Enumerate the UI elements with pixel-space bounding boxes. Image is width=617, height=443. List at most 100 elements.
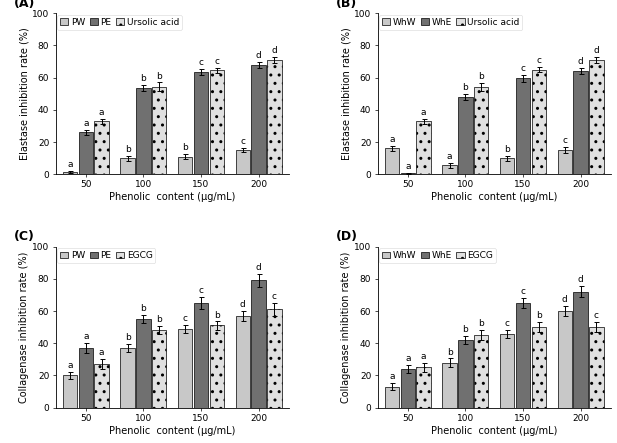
Text: c: c	[272, 292, 277, 301]
Bar	[416, 121, 431, 174]
Bar	[94, 121, 109, 174]
Bar	[400, 173, 415, 174]
X-axis label: Phenolic  content (μg/mL): Phenolic content (μg/mL)	[109, 192, 235, 202]
Bar	[236, 150, 250, 174]
Bar	[251, 280, 266, 408]
Text: a: a	[405, 354, 410, 363]
Bar	[194, 72, 208, 174]
Y-axis label: Elastase inhibition rate (%): Elastase inhibition rate (%)	[341, 27, 351, 160]
Bar	[136, 319, 151, 408]
Text: c: c	[505, 319, 510, 327]
Bar	[385, 387, 399, 408]
Bar	[532, 70, 546, 174]
Bar	[267, 309, 281, 408]
Text: b: b	[463, 83, 468, 92]
Text: b: b	[214, 311, 220, 319]
Bar	[442, 165, 457, 174]
Bar	[63, 375, 77, 408]
Text: d: d	[240, 300, 246, 309]
Text: a: a	[83, 119, 88, 128]
X-axis label: Phenolic  content (μg/mL): Phenolic content (μg/mL)	[431, 192, 557, 202]
Text: d: d	[578, 57, 584, 66]
Text: c: c	[594, 311, 599, 320]
Text: d: d	[271, 46, 277, 55]
Y-axis label: Collagenase inhibition rate (%): Collagenase inhibition rate (%)	[19, 252, 29, 403]
Bar	[474, 87, 489, 174]
Text: b: b	[478, 319, 484, 328]
Bar	[458, 340, 473, 408]
Bar	[500, 158, 515, 174]
Bar	[251, 65, 266, 174]
Text: b: b	[156, 72, 162, 81]
Bar	[573, 291, 588, 408]
Legend: WhW, WhE, Ursolic acid: WhW, WhE, Ursolic acid	[379, 15, 523, 30]
Y-axis label: Elastase inhibition rate (%): Elastase inhibition rate (%)	[19, 27, 29, 160]
Bar	[120, 348, 135, 408]
Bar	[63, 172, 77, 174]
Bar	[573, 71, 588, 174]
Text: b: b	[156, 315, 162, 324]
Bar	[558, 311, 572, 408]
Text: a: a	[405, 162, 410, 171]
Bar	[458, 97, 473, 174]
Bar	[416, 367, 431, 408]
Bar	[78, 348, 93, 408]
Bar	[516, 303, 530, 408]
Text: b: b	[536, 311, 542, 320]
Text: c: c	[214, 57, 219, 66]
X-axis label: Phenolic  content (μg/mL): Phenolic content (μg/mL)	[431, 426, 557, 435]
Text: b: b	[182, 143, 188, 152]
Bar	[94, 364, 109, 408]
Bar	[210, 70, 224, 174]
Text: b: b	[141, 304, 146, 313]
Text: a: a	[67, 160, 73, 169]
Text: a: a	[67, 361, 73, 370]
Text: (D): (D)	[336, 230, 357, 243]
Text: b: b	[125, 333, 130, 342]
Bar	[136, 88, 151, 174]
Text: a: a	[389, 135, 395, 144]
X-axis label: Phenolic  content (μg/mL): Phenolic content (μg/mL)	[109, 426, 235, 435]
Bar	[589, 327, 603, 408]
Text: a: a	[421, 108, 426, 117]
Text: b: b	[463, 325, 468, 334]
Text: d: d	[578, 275, 584, 284]
Bar	[516, 78, 530, 174]
Text: a: a	[83, 332, 88, 341]
Legend: PW, PE, EGCG: PW, PE, EGCG	[57, 249, 155, 263]
Bar	[178, 156, 193, 174]
Text: c: c	[521, 64, 526, 73]
Bar	[589, 60, 603, 174]
Text: a: a	[447, 152, 452, 161]
Text: b: b	[478, 72, 484, 82]
Legend: WhW, WhE, EGCG: WhW, WhE, EGCG	[379, 249, 496, 263]
Text: c: c	[562, 136, 567, 145]
Text: c: c	[240, 137, 246, 146]
Text: d: d	[255, 51, 262, 60]
Text: (B): (B)	[336, 0, 357, 10]
Bar	[267, 60, 281, 174]
Text: d: d	[255, 263, 262, 272]
Text: a: a	[99, 348, 104, 358]
Bar	[532, 327, 546, 408]
Text: d: d	[594, 46, 599, 55]
Text: a: a	[389, 373, 395, 381]
Text: b: b	[447, 348, 452, 357]
Bar	[178, 329, 193, 408]
Text: a: a	[421, 352, 426, 361]
Text: c: c	[536, 56, 541, 65]
Text: c: c	[199, 58, 204, 67]
Bar	[442, 362, 457, 408]
Bar	[500, 334, 515, 408]
Text: (C): (C)	[14, 230, 35, 243]
Text: b: b	[504, 145, 510, 154]
Bar	[210, 326, 224, 408]
Text: a: a	[99, 108, 104, 117]
Text: b: b	[125, 145, 130, 154]
Text: c: c	[183, 314, 188, 323]
Bar	[152, 86, 167, 174]
Bar	[152, 330, 167, 408]
Text: b: b	[141, 74, 146, 83]
Bar	[194, 303, 208, 408]
Y-axis label: Collagenase inhibition rate (%): Collagenase inhibition rate (%)	[341, 252, 351, 403]
